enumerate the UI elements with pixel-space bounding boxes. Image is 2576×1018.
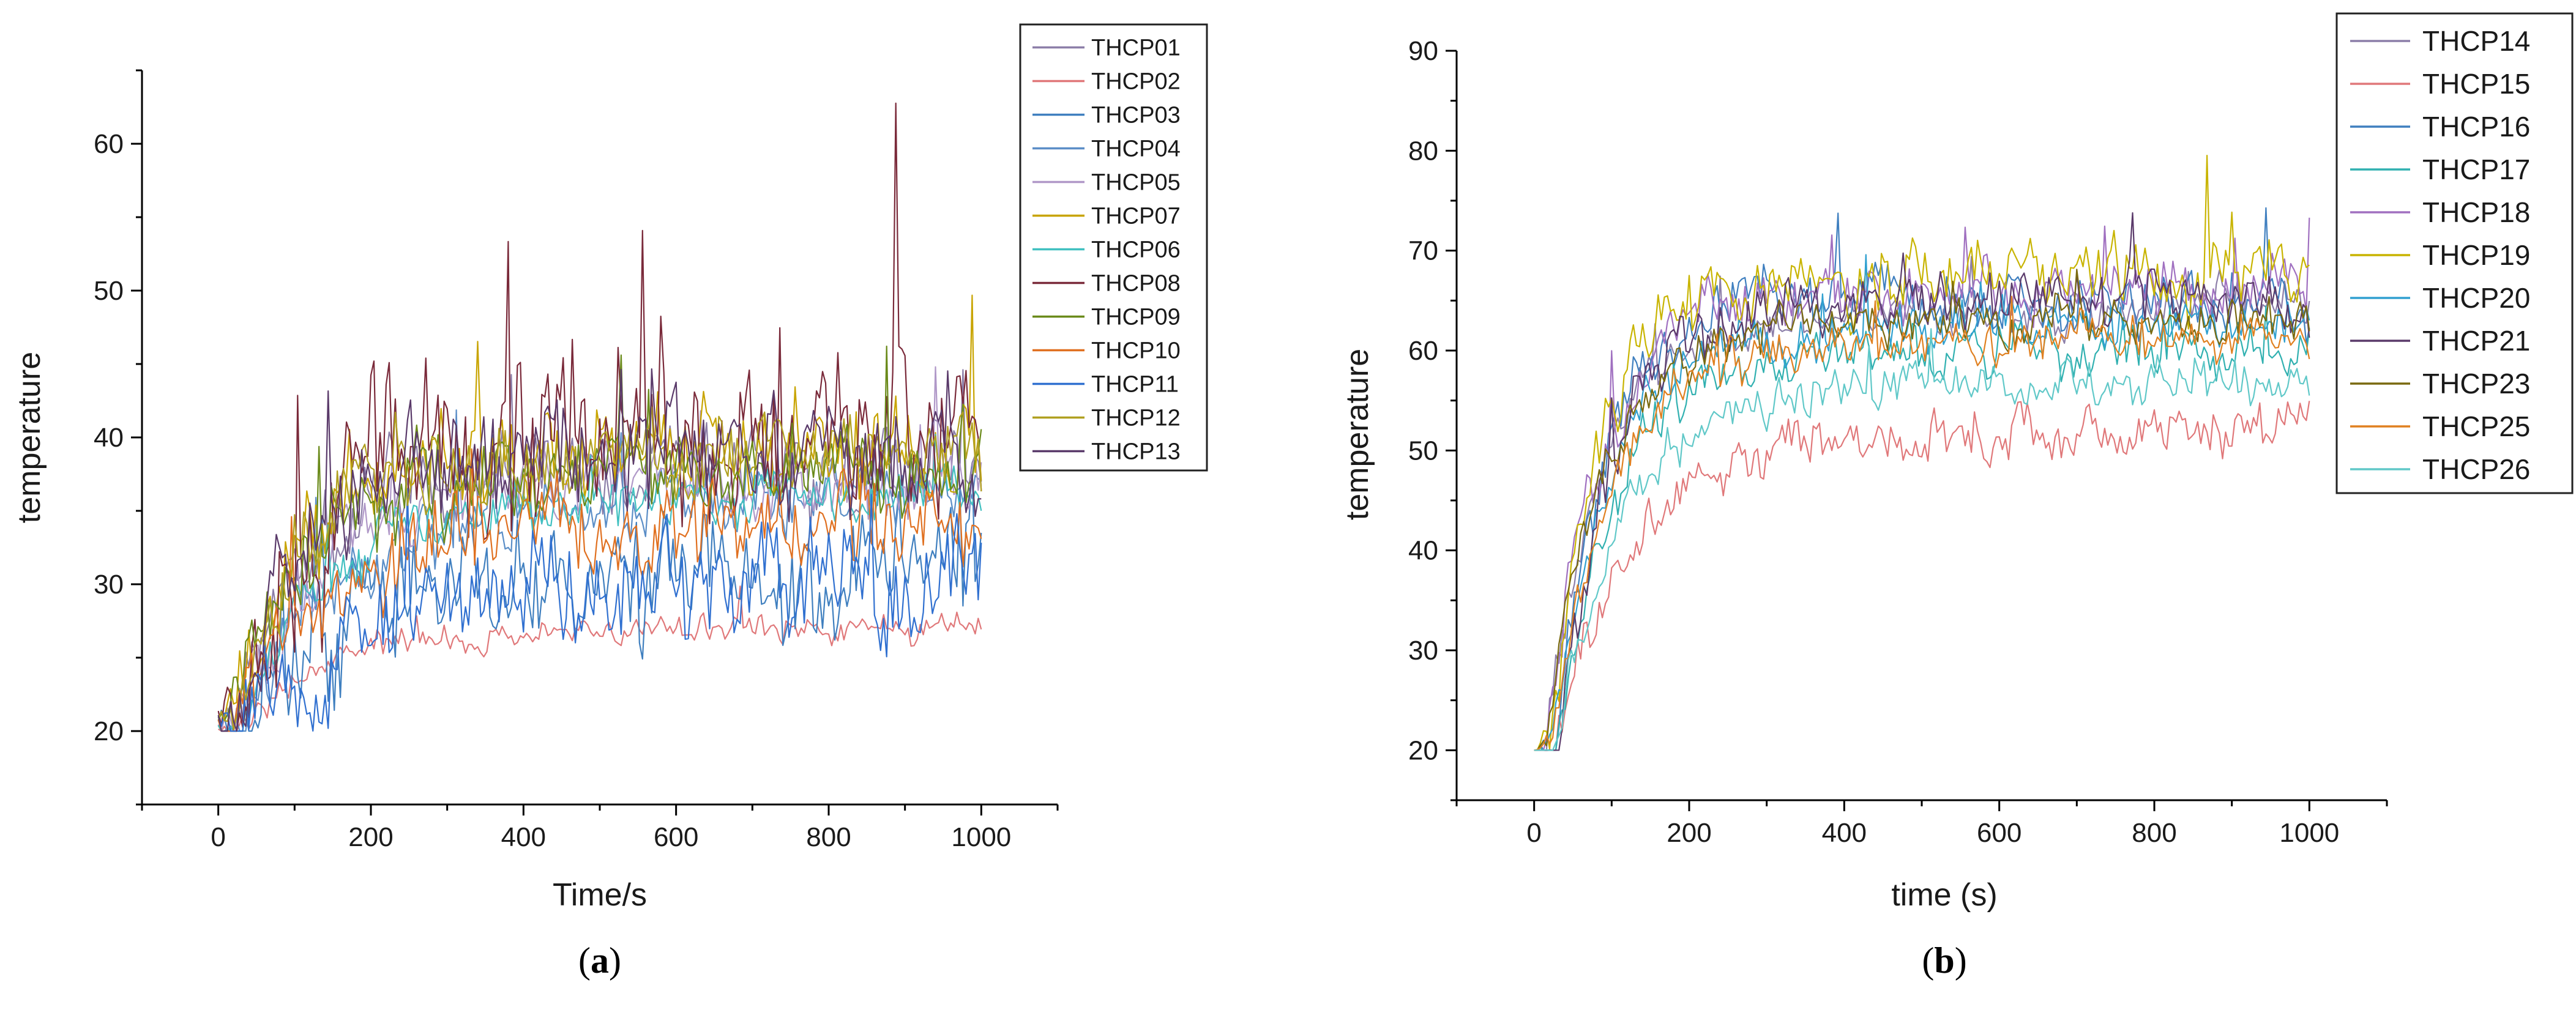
legend-label: THCP21 bbox=[2422, 325, 2530, 357]
x-tick-label: 0 bbox=[1526, 818, 1541, 848]
legend-label: THCP15 bbox=[2422, 68, 2530, 100]
legend-label: THCP16 bbox=[2422, 111, 2530, 143]
y-tick-label: 40 bbox=[94, 423, 124, 453]
y-tick-label: 30 bbox=[1408, 636, 1438, 666]
series-group bbox=[1534, 155, 2310, 751]
legend-box bbox=[2335, 12, 2574, 494]
legend-label: THCP03 bbox=[1091, 103, 1181, 128]
x-tick-label: 400 bbox=[1822, 818, 1867, 848]
panel-letter: a bbox=[591, 940, 609, 981]
chart-panel-a: 0 200 400 600 800 1000 20 30 40 50 60 Time/s tempera… bbox=[12, 23, 1208, 981]
legend-label: THCP20 bbox=[2422, 282, 2530, 314]
legend-label: THCP26 bbox=[2422, 453, 2530, 485]
series-line-thcp02 bbox=[218, 585, 982, 732]
y-tick-label: 70 bbox=[1408, 236, 1438, 266]
legend-label: THCP13 bbox=[1091, 439, 1181, 465]
x-tick-label: 200 bbox=[348, 822, 393, 852]
series-line-thcp17 bbox=[1534, 305, 2310, 751]
x-tick-label: 600 bbox=[654, 822, 698, 852]
legend-label: THCP23 bbox=[2422, 368, 2530, 399]
series-line-thcp12 bbox=[217, 406, 982, 730]
series-line-thcp21 bbox=[1534, 212, 2310, 751]
x-tick-label: 1000 bbox=[2279, 818, 2339, 848]
legend-box bbox=[1019, 23, 1208, 472]
series-line-thcp20 bbox=[1534, 254, 2310, 751]
y-tick-label: 40 bbox=[1408, 536, 1438, 566]
series-line-thcp18 bbox=[1534, 217, 2310, 751]
legend-label: THCP08 bbox=[1091, 271, 1181, 297]
x-tick-label: 200 bbox=[1667, 818, 1711, 848]
chart-panel-b: 0 200 400 600 800 1000 20 30 40 50 60 70 80 90 time (s… bbox=[1340, 12, 2574, 981]
legend-label: THCP12 bbox=[1091, 406, 1181, 431]
y-tick-label: 20 bbox=[1408, 735, 1438, 765]
x-tick-label: 800 bbox=[2132, 818, 2176, 848]
y-tick-label: 30 bbox=[94, 570, 124, 600]
legend-label: THCP02 bbox=[1091, 69, 1181, 95]
legend-label: THCP25 bbox=[2422, 411, 2530, 442]
legend-label: THCP04 bbox=[1091, 136, 1181, 162]
series-line-thcp15 bbox=[1534, 401, 2310, 751]
x-tick-label: 1000 bbox=[951, 822, 1011, 852]
series-line-thcp13 bbox=[217, 368, 982, 732]
y-tick-label: 20 bbox=[94, 716, 124, 746]
y-tick-label: 80 bbox=[1408, 136, 1438, 166]
y-tick-label: 50 bbox=[94, 276, 124, 306]
x-tick-label: 800 bbox=[806, 822, 851, 852]
series-line-thcp19 bbox=[1534, 155, 2310, 751]
y-axis-title: temperature bbox=[1340, 349, 1375, 520]
legend-label: THCP11 bbox=[1091, 372, 1179, 398]
series-line-thcp25 bbox=[1534, 295, 2310, 751]
legend-label: THCP17 bbox=[2422, 154, 2530, 185]
legend-label: THCP18 bbox=[2422, 196, 2530, 228]
panel-letter: b bbox=[1934, 940, 1954, 981]
series-line-thcp23 bbox=[1534, 269, 2310, 751]
x-axis-title: time (s) bbox=[1891, 877, 1997, 913]
y-tick-label: 90 bbox=[1408, 36, 1438, 66]
series-line-thcp06 bbox=[217, 434, 982, 732]
x-axis-title: Time/s bbox=[553, 877, 647, 913]
panel-caption: (b) bbox=[1922, 940, 1966, 981]
legend-label: THCP01 bbox=[1091, 35, 1181, 61]
y-tick-label: 50 bbox=[1408, 436, 1438, 466]
y-axis-title: temperature bbox=[12, 352, 47, 523]
legend-label: THCP09 bbox=[1091, 305, 1181, 330]
panel-caption: (a) bbox=[578, 940, 621, 981]
x-tick-label: 0 bbox=[211, 822, 225, 852]
legend-label: THCP14 bbox=[2422, 25, 2530, 57]
series-line-thcp03 bbox=[217, 466, 982, 732]
legend-label: THCP06 bbox=[1091, 237, 1181, 263]
series-line-thcp05 bbox=[217, 366, 982, 732]
x-tick-label: 600 bbox=[1977, 818, 2022, 848]
legend-label: THCP19 bbox=[2422, 239, 2530, 271]
legend: THCP14 THCP15 THCP16 THCP17 THCP18 THCP19 THCP… bbox=[2335, 12, 2574, 494]
series-group bbox=[217, 102, 982, 732]
series-line-thcp11 bbox=[217, 488, 982, 732]
legend-label: THCP07 bbox=[1091, 204, 1181, 229]
legend: THCP01 THCP02 THCP03 THCP04 THCP05 THCP07 THCP… bbox=[1019, 23, 1208, 472]
legend-label: THCP10 bbox=[1091, 338, 1181, 364]
y-tick-label: 60 bbox=[1408, 336, 1438, 366]
series-line-thcp26 bbox=[1534, 328, 2310, 751]
x-tick-label: 400 bbox=[501, 822, 546, 852]
y-tick-label: 60 bbox=[94, 129, 124, 159]
series-line-thcp08 bbox=[217, 102, 982, 732]
legend-label: THCP05 bbox=[1091, 170, 1181, 196]
